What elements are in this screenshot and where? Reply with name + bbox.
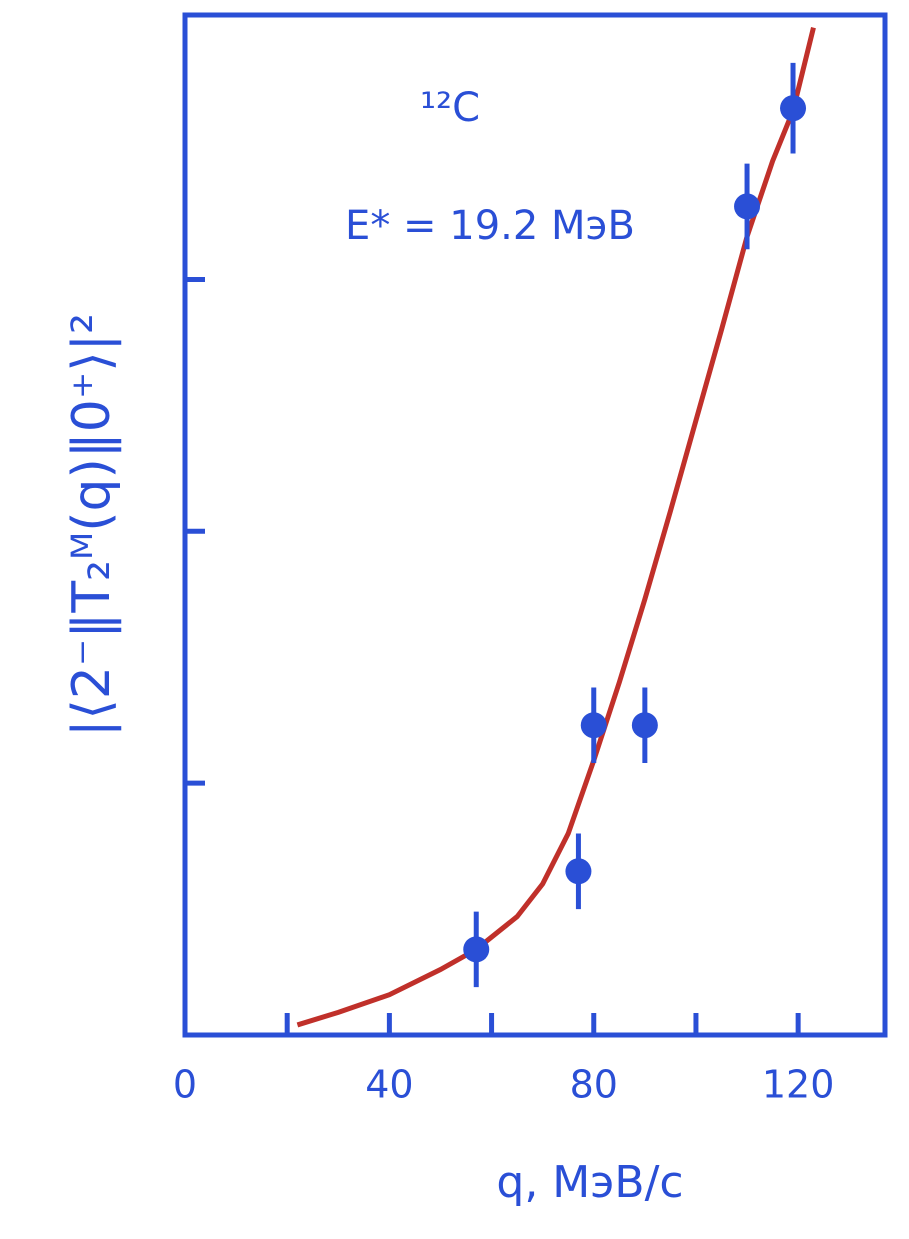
x-tick-label: 0: [173, 1063, 197, 1107]
data-point: [780, 95, 807, 122]
x-tick-label: 80: [570, 1063, 618, 1107]
fit-curve: [296, 26, 816, 1028]
annotation: E* = 19.2 МэВ: [345, 203, 635, 249]
data-point: [565, 858, 592, 885]
nucleus-label: ¹²C: [420, 85, 480, 131]
data-point: [580, 712, 607, 739]
y-axis-label: |⟨2⁻‖T₂ᴹ(q)‖0⁺⟩|²: [62, 313, 122, 737]
x-tick-label: 40: [365, 1063, 413, 1107]
plot-frame: [182, 12, 888, 1038]
data-point: [734, 193, 761, 220]
data-point: [463, 936, 490, 963]
x-tick-label: 120: [762, 1063, 835, 1107]
x-axis-label: q, МэВ/c: [496, 1157, 683, 1208]
data-point: [631, 712, 658, 739]
